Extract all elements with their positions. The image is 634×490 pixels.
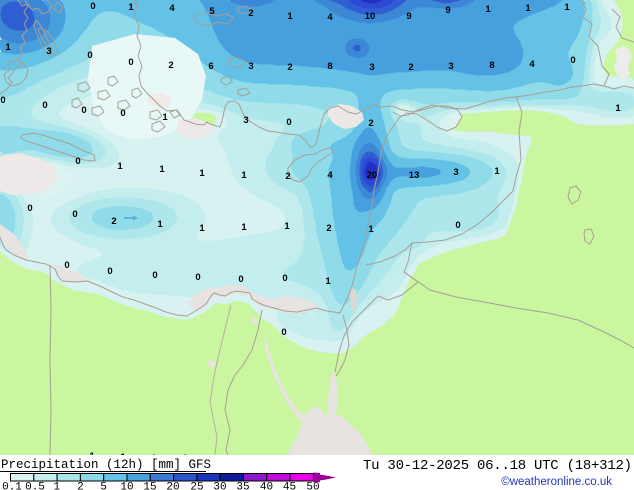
svg-text:1: 1	[199, 168, 205, 179]
svg-text:9: 9	[445, 5, 450, 16]
svg-text:0: 0	[238, 274, 243, 285]
svg-text:3: 3	[46, 46, 51, 57]
svg-text:1: 1	[128, 2, 134, 13]
svg-text:2: 2	[111, 216, 116, 227]
svg-text:0.1: 0.1	[2, 482, 22, 490]
svg-text:0: 0	[152, 270, 157, 281]
svg-text:2: 2	[287, 62, 292, 73]
svg-text:0: 0	[151, 453, 156, 464]
svg-text:0: 0	[455, 220, 460, 231]
svg-text:5: 5	[209, 6, 215, 17]
svg-text:0: 0	[281, 327, 286, 338]
svg-text:2: 2	[285, 171, 290, 182]
svg-text:1: 1	[5, 42, 11, 53]
svg-text:13: 13	[409, 170, 420, 181]
svg-text:1: 1	[485, 4, 491, 15]
svg-text:0: 0	[81, 105, 86, 116]
svg-text:0: 0	[0, 95, 5, 106]
svg-text:3: 3	[453, 167, 458, 178]
svg-text:1: 1	[199, 223, 205, 234]
svg-text:Tu 30-12-2025 06..18 UTC (18+3: Tu 30-12-2025 06..18 UTC (18+312)	[363, 458, 632, 474]
svg-text:2: 2	[168, 60, 173, 71]
svg-text:0: 0	[27, 203, 32, 214]
svg-text:1: 1	[564, 2, 570, 13]
svg-text:1: 1	[615, 103, 621, 114]
svg-text:4: 4	[529, 59, 535, 70]
svg-text:8: 8	[327, 61, 332, 72]
svg-text:15: 15	[143, 482, 156, 490]
svg-text:2: 2	[77, 482, 84, 490]
svg-text:4: 4	[169, 3, 175, 14]
svg-text:0: 0	[90, 1, 95, 12]
svg-text:1: 1	[287, 11, 293, 22]
svg-text:4: 4	[327, 170, 333, 181]
svg-text:0: 0	[182, 453, 187, 464]
svg-text:3: 3	[369, 62, 374, 73]
svg-text:1: 1	[494, 166, 500, 177]
svg-text:9: 9	[406, 11, 411, 22]
svg-text:0: 0	[107, 266, 112, 277]
svg-text:1: 1	[241, 170, 247, 181]
svg-text:©weatheronline.co.uk: ©weatheronline.co.uk	[501, 476, 612, 488]
svg-text:3: 3	[448, 61, 453, 72]
svg-text:5: 5	[100, 482, 107, 490]
svg-text:2: 2	[248, 8, 253, 19]
svg-text:0: 0	[128, 57, 133, 68]
svg-text:1: 1	[162, 112, 168, 123]
svg-text:0: 0	[570, 55, 575, 66]
svg-text:10: 10	[120, 482, 133, 490]
svg-text:4: 4	[327, 12, 333, 23]
svg-text:45: 45	[283, 482, 296, 490]
svg-text:20: 20	[166, 482, 179, 490]
svg-text:1: 1	[120, 452, 126, 463]
svg-text:1: 1	[89, 451, 95, 462]
svg-text:0: 0	[282, 273, 287, 284]
svg-text:2: 2	[408, 62, 413, 73]
svg-text:2: 2	[326, 223, 331, 234]
svg-text:0: 0	[286, 117, 291, 128]
svg-text:10: 10	[365, 11, 376, 22]
svg-text:40: 40	[260, 482, 273, 490]
svg-text:20: 20	[367, 170, 378, 181]
svg-text:3: 3	[243, 115, 248, 126]
svg-text:6: 6	[208, 61, 213, 72]
svg-text:1: 1	[117, 161, 123, 172]
svg-text:8: 8	[489, 60, 494, 71]
svg-text:1: 1	[159, 164, 165, 175]
svg-text:0: 0	[72, 209, 77, 220]
svg-text:2: 2	[368, 118, 373, 129]
svg-text:0: 0	[64, 260, 69, 271]
svg-text:0: 0	[75, 156, 80, 167]
svg-text:0.5: 0.5	[25, 482, 45, 490]
svg-text:1: 1	[325, 276, 331, 287]
svg-text:1: 1	[525, 3, 531, 14]
svg-text:1: 1	[284, 221, 290, 232]
svg-text:Precipitation (12h) [mm] GFS: Precipitation (12h) [mm] GFS	[1, 458, 211, 472]
svg-text:50: 50	[306, 482, 319, 490]
svg-text:0: 0	[120, 108, 125, 119]
svg-text:1: 1	[241, 222, 247, 233]
svg-text:30: 30	[213, 482, 226, 490]
svg-text:0: 0	[87, 50, 92, 61]
svg-text:35: 35	[236, 482, 249, 490]
svg-text:0: 0	[195, 272, 200, 283]
svg-text:1: 1	[368, 224, 374, 235]
svg-text:1: 1	[157, 219, 163, 230]
svg-text:1: 1	[53, 482, 60, 490]
svg-text:25: 25	[190, 482, 203, 490]
svg-text:0: 0	[42, 100, 47, 111]
svg-text:3: 3	[248, 61, 253, 72]
